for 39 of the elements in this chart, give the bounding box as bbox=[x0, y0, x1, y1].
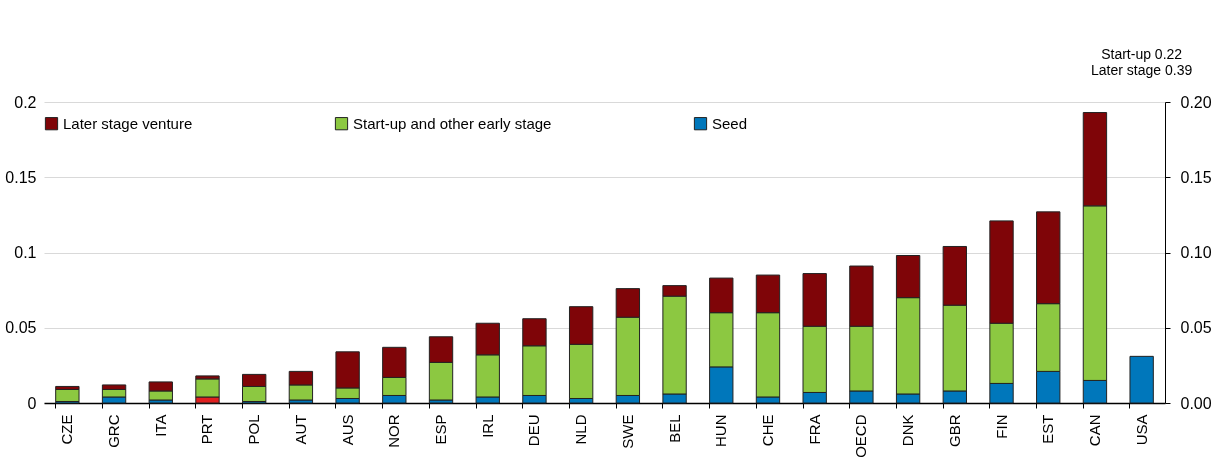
x-tick-label: FRA bbox=[805, 414, 823, 445]
y-tick-label: 0.05 bbox=[5, 319, 37, 337]
x-tick-label: CZE bbox=[58, 414, 76, 445]
x-tick-label: POL bbox=[245, 414, 263, 445]
y-tick-label: 0.15 bbox=[5, 168, 37, 186]
y2-tick-label: 0.20 bbox=[1180, 93, 1212, 111]
x-tick-label: CAN bbox=[1085, 414, 1103, 447]
x-tick-label: OECD bbox=[852, 414, 870, 458]
text: Later stage 0.39 bbox=[1091, 62, 1193, 78]
x-tick-label: ESP bbox=[432, 414, 450, 445]
x-tick-label: AUS bbox=[338, 414, 356, 446]
y-tick-label: 0.2 bbox=[14, 93, 37, 111]
x-tick-label: DNK bbox=[899, 414, 917, 447]
x-tick-label: IRL bbox=[478, 414, 496, 438]
x-tick-label: ITA bbox=[151, 414, 169, 437]
y-tick-label: 0 bbox=[27, 394, 37, 412]
x-tick-label: GBR bbox=[945, 414, 963, 448]
x-tick-label: BEL bbox=[665, 414, 683, 443]
x-tick-label: PRT bbox=[198, 414, 216, 445]
x-tick-label: AUT bbox=[291, 414, 309, 445]
y2-tick-label: 0.05 bbox=[1180, 319, 1212, 337]
legend-label: Seed bbox=[712, 114, 748, 132]
text: Start-up 0.22 bbox=[1101, 46, 1183, 62]
x-tick-label: CHE bbox=[758, 414, 776, 447]
x-tick-label: FIN bbox=[992, 414, 1010, 439]
x-tick-label: USA bbox=[1132, 414, 1150, 446]
x-tick-label: DEU bbox=[525, 414, 543, 447]
x-tick-label: GRC bbox=[105, 414, 123, 448]
x-tick-label: HUN bbox=[712, 414, 730, 447]
y-tick-label: 0.1 bbox=[14, 244, 37, 261]
x-tick-label: NLD bbox=[572, 414, 590, 445]
x-tick-label: EST bbox=[1039, 414, 1057, 444]
x-tick-label: SWE bbox=[618, 414, 636, 449]
legend-label: Later stage venture bbox=[63, 114, 193, 132]
y2-tick-label: 0.00 bbox=[1180, 394, 1212, 412]
y2-tick-label: 0.15 bbox=[1180, 168, 1212, 186]
x-tick-label: NOR bbox=[385, 414, 403, 448]
legend-label: Start-up and other early stage bbox=[353, 114, 552, 132]
y2-tick-label: 0.10 bbox=[1180, 244, 1212, 261]
